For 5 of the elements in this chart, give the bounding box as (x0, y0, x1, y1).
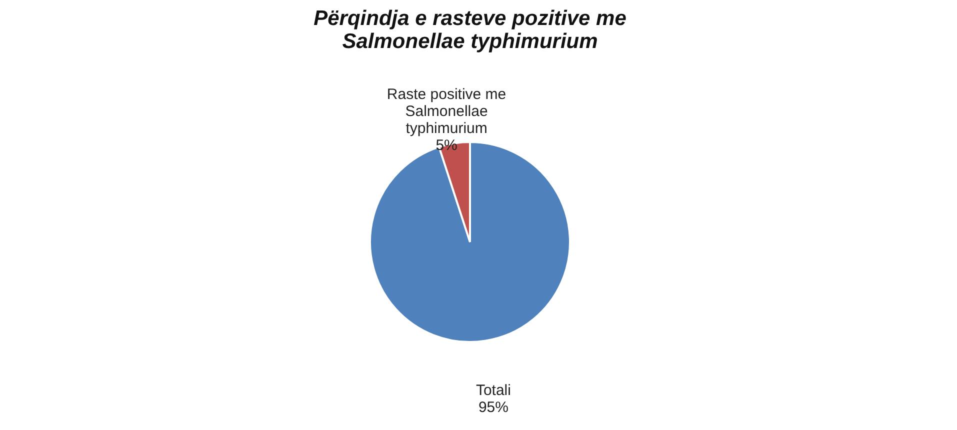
slice-label: Totali (476, 382, 511, 400)
data-label: 95% (478, 399, 508, 416)
slice-label: Raste positive me Salmonellae typhimurium (386, 86, 506, 137)
chart-title: Përqindja e rasteve pozitive me Salmonellae typhimurium (314, 7, 627, 53)
pie-slice (369, 141, 571, 343)
